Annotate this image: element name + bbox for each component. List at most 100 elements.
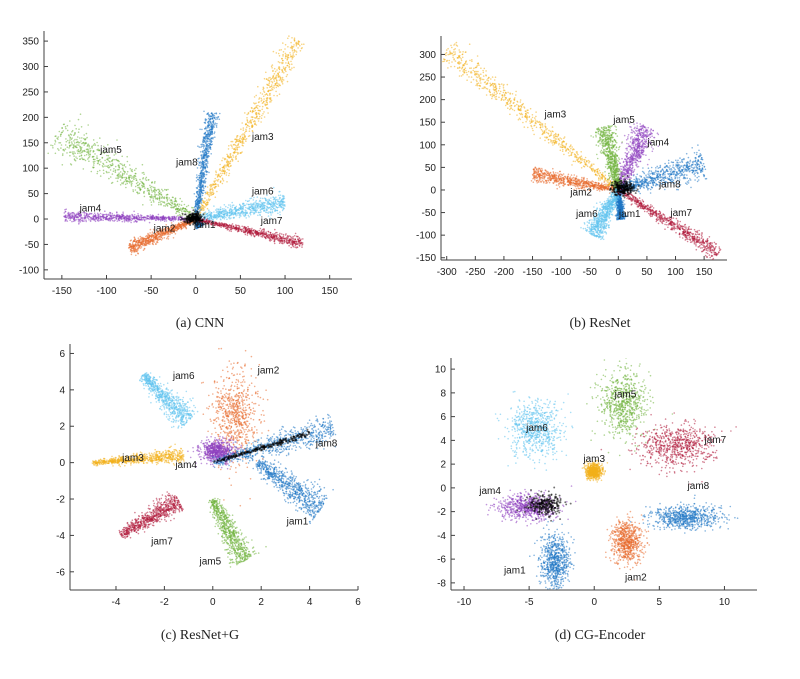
resnet-label-jam3: jam3 [544, 110, 567, 121]
panel-resnet: -300 -250 -200 -150 -100 -50 0 50 100 150 -150 -100… [416, 36, 727, 278]
cnn-cluster-jam4 [63, 208, 196, 225]
cg_encoder-cluster-jam7 [600, 412, 737, 485]
panel-cg_encoder: -10 -5 0 5 10 -8 -6 -4 -2 0 2 4 6 8 10 jam1 jam2 jam3 jam4… [435, 358, 757, 608]
resnet_g-ytick-label: 6 [59, 349, 65, 360]
cg_encoder-xtick-label: -10 [457, 597, 472, 608]
caption-cnn: (a) CNN [0, 316, 400, 332]
resnet-label-jam2: jam2 [569, 187, 592, 198]
cnn-label-jam5: jam5 [99, 145, 122, 156]
resnet_g-xtick-label: -4 [112, 597, 121, 608]
cg_encoder-ytick-label: 6 [440, 412, 446, 423]
resnet-xtick-label: 50 [641, 267, 653, 278]
resnet_g-ytick-label: 2 [59, 422, 65, 433]
resnet_g-label-jam2: jam2 [257, 365, 280, 376]
cnn-xtick-label: -150 [52, 286, 72, 297]
cnn-cluster-jam2 [127, 215, 197, 257]
cnn-cluster-jam5 [47, 113, 198, 222]
resnet-ytick-label: 250 [419, 73, 436, 84]
cg_encoder-ytick-label: 0 [440, 483, 446, 494]
cg_encoder-label-jam4: jam4 [478, 486, 501, 497]
resnet_g-label-jam5: jam5 [199, 557, 222, 568]
resnet-ytick-label: 200 [419, 95, 436, 106]
resnet-xtick-label: -150 [523, 267, 543, 278]
panel-resnet_g: -4 -2 0 2 4 6 -6 -4 -2 0 2 4 6 jam1 jam2 jam3 jam4 jam5 ja… [56, 344, 361, 608]
resnet-cluster-jam8 [616, 144, 708, 196]
resnet_g-ytick-label: 0 [59, 458, 65, 469]
resnet-label-jam7: jam7 [669, 208, 692, 219]
cg_encoder-cluster-center [516, 486, 572, 522]
caption-resnet-g: (c) ResNet+G [0, 628, 400, 644]
cg_encoder-label-jam6: jam6 [525, 423, 548, 434]
resnet_g-cluster-jam6 [139, 372, 199, 429]
cg_encoder-ytick-label: -2 [437, 507, 446, 518]
cg_encoder-ytick-label: -4 [437, 531, 446, 542]
resnet_g-ytick-label: 4 [59, 385, 65, 396]
cg_encoder-label-jam5: jam5 [614, 390, 637, 401]
resnet-ytick-label: 150 [419, 118, 436, 129]
cnn-label-jam3: jam3 [251, 132, 274, 143]
cnn-ytick-label: -100 [19, 265, 39, 276]
resnet-label-jam5: jam5 [612, 115, 635, 126]
cg_encoder-xtick-label: 5 [657, 597, 663, 608]
resnet-cluster-jam3 [442, 41, 620, 191]
cnn-xtick-label: 100 [277, 286, 294, 297]
cnn-cluster-center [179, 209, 206, 227]
cnn-label-jam6: jam6 [251, 187, 274, 198]
cnn-ytick-label: 150 [22, 138, 39, 149]
cg_encoder-ytick-label: 10 [435, 365, 447, 376]
cnn-ytick-label: 300 [22, 62, 39, 73]
resnet-ytick-label: -100 [416, 231, 436, 242]
resnet-cluster-jam6 [580, 187, 622, 241]
cnn-xtick-label: -50 [144, 286, 159, 297]
resnet-cluster-center [608, 174, 640, 199]
resnet-ytick-label: -50 [422, 208, 437, 219]
resnet_g-cluster-jam7 [118, 491, 184, 539]
cnn-ytick-label: -50 [25, 240, 40, 251]
cg_encoder-cluster-jam3 [581, 459, 609, 483]
cg_encoder-cluster-jam2 [605, 510, 650, 581]
resnet-ytick-label: -150 [416, 253, 436, 264]
resnet-ytick-label: 300 [419, 50, 436, 61]
cnn-xtick-label: -100 [96, 286, 116, 297]
resnet_g-xtick-label: 4 [307, 597, 313, 608]
resnet_g-xtick-label: 6 [355, 597, 361, 608]
cnn-label-jam1: jam1 [193, 220, 216, 231]
cg_encoder-cluster-jam1 [529, 518, 576, 590]
resnet_g-cluster-jam1 [252, 458, 334, 525]
resnet_g-ytick-label: -2 [56, 495, 65, 506]
cg_encoder-cluster-jam8 [629, 494, 739, 534]
resnet_g-label-jam8: jam8 [315, 438, 338, 449]
cg_encoder-xtick-label: -5 [525, 597, 534, 608]
cnn-ytick-label: 350 [22, 37, 39, 48]
cg_encoder-cluster-jam5 [586, 358, 674, 457]
resnet-label-jam1: jam1 [618, 209, 641, 220]
cg_encoder-xtick-label: 10 [719, 597, 731, 608]
resnet-xtick-label: -200 [494, 267, 514, 278]
cg_encoder-label-jam1: jam1 [503, 565, 526, 576]
cg_encoder-label-jam8: jam8 [687, 481, 710, 492]
resnet-label-jam6: jam6 [575, 209, 598, 220]
resnet_g-cluster-jam5 [208, 497, 267, 568]
resnet_g-label-jam3: jam3 [121, 453, 144, 464]
resnet_g-xtick-label: -2 [160, 597, 169, 608]
cnn-ytick-label: 200 [22, 113, 39, 124]
resnet-xtick-label: -250 [465, 267, 485, 278]
resnet_g-xtick-label: 2 [258, 597, 264, 608]
caption-cg-encoder: (d) CG-Encoder [400, 628, 800, 644]
resnet-xtick-label: -300 [437, 267, 457, 278]
resnet_g-ytick-label: -6 [56, 567, 65, 578]
cg_encoder-ytick-label: -8 [437, 578, 446, 589]
resnet-xtick-label: 150 [696, 267, 713, 278]
resnet-xtick-label: 100 [667, 267, 684, 278]
resnet_g-label-jam4: jam4 [174, 460, 197, 471]
cnn-label-jam4: jam4 [79, 203, 102, 214]
resnet-cluster-jam7 [616, 188, 722, 260]
resnet-xtick-label: -100 [551, 267, 571, 278]
resnet-xtick-label: 0 [616, 267, 622, 278]
resnet-xtick-label: -50 [582, 267, 597, 278]
cg_encoder-label-jam2: jam2 [624, 573, 647, 584]
cnn-ytick-label: 0 [33, 215, 39, 226]
cnn-ytick-label: 50 [28, 189, 40, 200]
resnet_g-label-jam1: jam1 [286, 516, 309, 527]
